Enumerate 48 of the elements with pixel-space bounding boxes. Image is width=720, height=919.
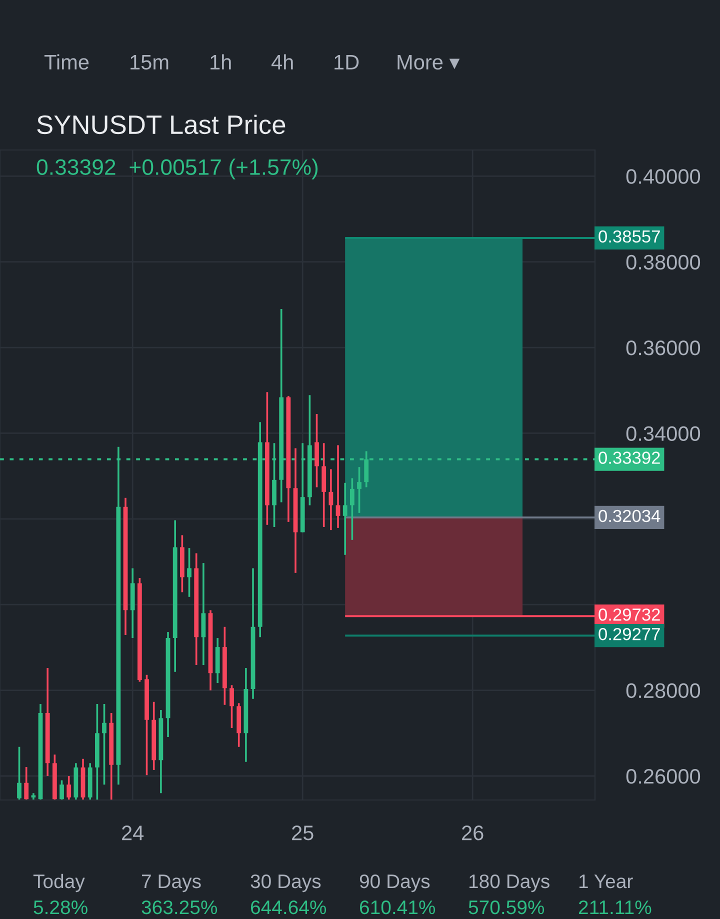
y-tick-label: 0.40000 <box>626 169 700 184</box>
text: 4h <box>271 54 293 70</box>
text: Today <box>33 874 85 892</box>
candlestick <box>336 444 340 529</box>
chart-title: SYNUSDT Last Price <box>37 114 286 134</box>
text: 610.41% <box>360 900 436 914</box>
ref-line-label: 0.29732 <box>598 608 660 621</box>
x-tick-label: 25 <box>292 826 314 840</box>
text: Time <box>44 54 89 70</box>
candlestick <box>230 684 234 729</box>
ref-line-label: 0.33392 <box>598 452 660 464</box>
text: More ▾ <box>398 55 460 70</box>
text: 1h <box>210 54 231 70</box>
text: 15m <box>130 55 168 70</box>
text: 7 Days <box>142 874 201 892</box>
candlestick <box>357 466 362 514</box>
text: 30 Days <box>250 874 321 892</box>
text: 90 Days <box>360 874 430 892</box>
y-tick-label: 0.26000 <box>626 769 700 784</box>
candlestick <box>187 547 192 598</box>
text: 5.28% <box>34 900 88 914</box>
candlestick <box>314 413 319 488</box>
text: 363.25% <box>142 900 218 914</box>
text: 180 Days <box>469 874 550 892</box>
candlestick <box>201 562 206 666</box>
candlestick <box>102 703 106 786</box>
candlestick <box>60 779 64 800</box>
candlestick <box>24 766 29 800</box>
text: 1D <box>334 55 359 70</box>
x-tick-label: 26 <box>462 826 484 840</box>
candlestick <box>328 468 334 531</box>
text: 1 Year <box>579 874 633 888</box>
text: 644.64% <box>250 900 326 914</box>
ref-line-label: 0.32034 <box>598 510 660 522</box>
ref-line-label: 0.38557 <box>598 230 660 243</box>
candlestick <box>350 477 354 541</box>
candlestick <box>66 775 72 800</box>
x-tick-label: 24 <box>122 826 144 840</box>
candlestick <box>17 746 22 800</box>
chart-subtitle: 0.33392 +0.00517 (+1.57%) <box>36 158 318 180</box>
y-tick-label: 0.28000 <box>626 683 700 698</box>
y-tick-label: 0.34000 <box>626 426 700 441</box>
y-tick-label: 0.36000 <box>626 340 700 356</box>
y-tick-label: 0.38000 <box>626 254 700 270</box>
text: 211.11% <box>578 900 652 914</box>
candlestick <box>342 482 348 556</box>
ref-line-label: 0.29277 <box>598 628 660 640</box>
text: 570.59% <box>468 900 544 914</box>
